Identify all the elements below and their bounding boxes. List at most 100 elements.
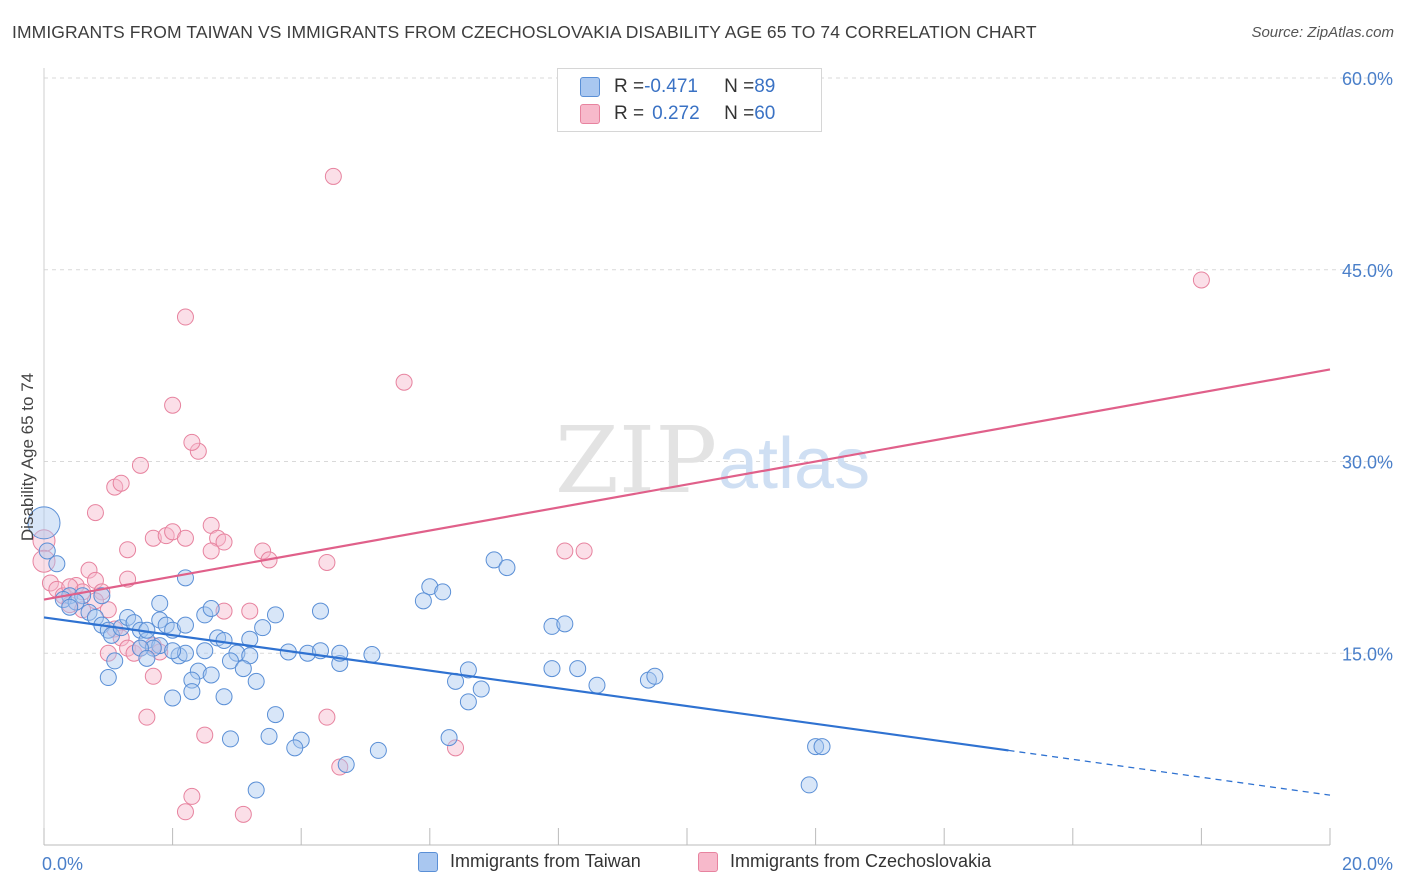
taiwan-point (164, 689, 182, 707)
taiwan-point (254, 619, 272, 637)
correlation-legend: R = -0.471 N = 89 R = 0.272 N = 60 (557, 68, 822, 132)
x-tick-label: 0.0% (42, 854, 83, 874)
taiwan-point (311, 602, 329, 620)
czech-points (32, 167, 1210, 823)
legend-r-value: -0.471 (644, 76, 698, 97)
czech-point (144, 667, 162, 685)
taiwan-point (543, 617, 561, 635)
taiwan-trend-line (43, 616, 1009, 752)
taiwan-point (569, 660, 587, 678)
legend-n-value: 89 (754, 76, 776, 97)
legend-row-czech: R = 0.272 N = 60 (558, 101, 775, 127)
czech-point (183, 787, 201, 805)
czech-point (41, 574, 59, 592)
taiwan-point (189, 662, 207, 680)
taiwan-point (151, 594, 169, 612)
czech-point (86, 504, 104, 522)
taiwan-point (588, 676, 606, 694)
taiwan-point (27, 506, 61, 540)
taiwan-point (556, 615, 574, 633)
taiwan-point (106, 652, 124, 670)
taiwan-point (183, 671, 201, 689)
taiwan-legend-swatch (418, 851, 438, 872)
taiwan-swatch (580, 77, 600, 97)
y-tick-label: 60.0% (1342, 69, 1393, 89)
czech-point (32, 529, 56, 553)
taiwan-point (472, 680, 490, 698)
taiwan-point (183, 683, 201, 701)
czech-point (1192, 271, 1210, 289)
czech-point (318, 708, 336, 726)
taiwan-point (363, 646, 381, 664)
trend-lines (43, 368, 1331, 796)
taiwan-point (176, 644, 194, 662)
czech-swatch (580, 104, 600, 124)
czech-point (215, 602, 233, 620)
x-tick-label: 20.0% (1342, 854, 1393, 874)
watermark: ZIP atlas (555, 407, 870, 514)
czech-point (234, 805, 252, 823)
taiwan-trend-extension (1008, 749, 1331, 796)
y-tick-label: 15.0% (1342, 644, 1393, 664)
czech-point (395, 373, 413, 391)
czech-point (215, 533, 233, 551)
watermark-atlas: atlas (718, 424, 870, 504)
source-credit: Source: ZipAtlas.com (1251, 24, 1394, 41)
taiwan-point (164, 642, 182, 660)
czech-point (202, 542, 220, 560)
czech-point (318, 553, 336, 571)
taiwan-point (196, 606, 214, 624)
chart-title: IMMIGRANTS FROM TAIWAN VS IMMIGRANTS FRO… (12, 22, 1037, 42)
taiwan-point (337, 755, 355, 773)
czech-point (138, 708, 156, 726)
czech-point (144, 529, 162, 547)
czech-point (196, 726, 214, 744)
taiwan-point (459, 693, 477, 711)
watermark-zip: ZIP (555, 407, 717, 514)
taiwan-point (543, 660, 561, 678)
taiwan-point (144, 639, 162, 657)
taiwan-point (369, 741, 387, 759)
taiwan-point (234, 660, 252, 678)
czech-point (131, 456, 149, 474)
taiwan-point (202, 666, 220, 684)
czech-point (556, 542, 574, 560)
y-tick-label: 45.0% (1342, 261, 1393, 281)
czech-point (99, 601, 117, 619)
tick-labels: 15.0% 30.0% 45.0% 60.0% 0.0% 20.0% (42, 69, 1393, 874)
axes (43, 68, 1331, 846)
legend-r-label: R = (614, 103, 645, 124)
taiwan-point (807, 738, 825, 756)
taiwan-point (266, 606, 284, 624)
czech-point (112, 629, 130, 647)
czech-trend-line (43, 368, 1331, 601)
legend-row-taiwan: R = -0.471 N = 89 (558, 74, 775, 100)
taiwan-point (485, 551, 503, 569)
taiwan-point (286, 739, 304, 757)
bottom-legend-czech: Immigrants from Czechoslovakia (698, 851, 991, 872)
legend-r-label: R = (614, 76, 645, 97)
y-tick-label: 30.0% (1342, 453, 1393, 473)
taiwan-point (196, 642, 214, 660)
taiwan-point (266, 706, 284, 724)
grid (44, 77, 1392, 654)
taiwan-point (414, 592, 432, 610)
taiwan-point (247, 781, 265, 799)
taiwan-point (498, 559, 516, 577)
czech-point (119, 541, 137, 559)
taiwan-point (221, 730, 239, 748)
taiwan-point (260, 727, 278, 745)
czech-point (164, 396, 182, 414)
taiwan-points (27, 506, 831, 799)
czech-point (183, 433, 201, 451)
czech-point (176, 803, 194, 821)
taiwan-point (800, 776, 818, 794)
czech-point (189, 442, 207, 460)
taiwan-point (459, 661, 477, 679)
taiwan-point (215, 688, 233, 706)
bottom-legend-taiwan: Immigrants from Taiwan (418, 851, 641, 872)
taiwan-point (138, 649, 156, 667)
czech-point (575, 542, 593, 560)
legend-r-value: 0.272 (652, 103, 700, 124)
